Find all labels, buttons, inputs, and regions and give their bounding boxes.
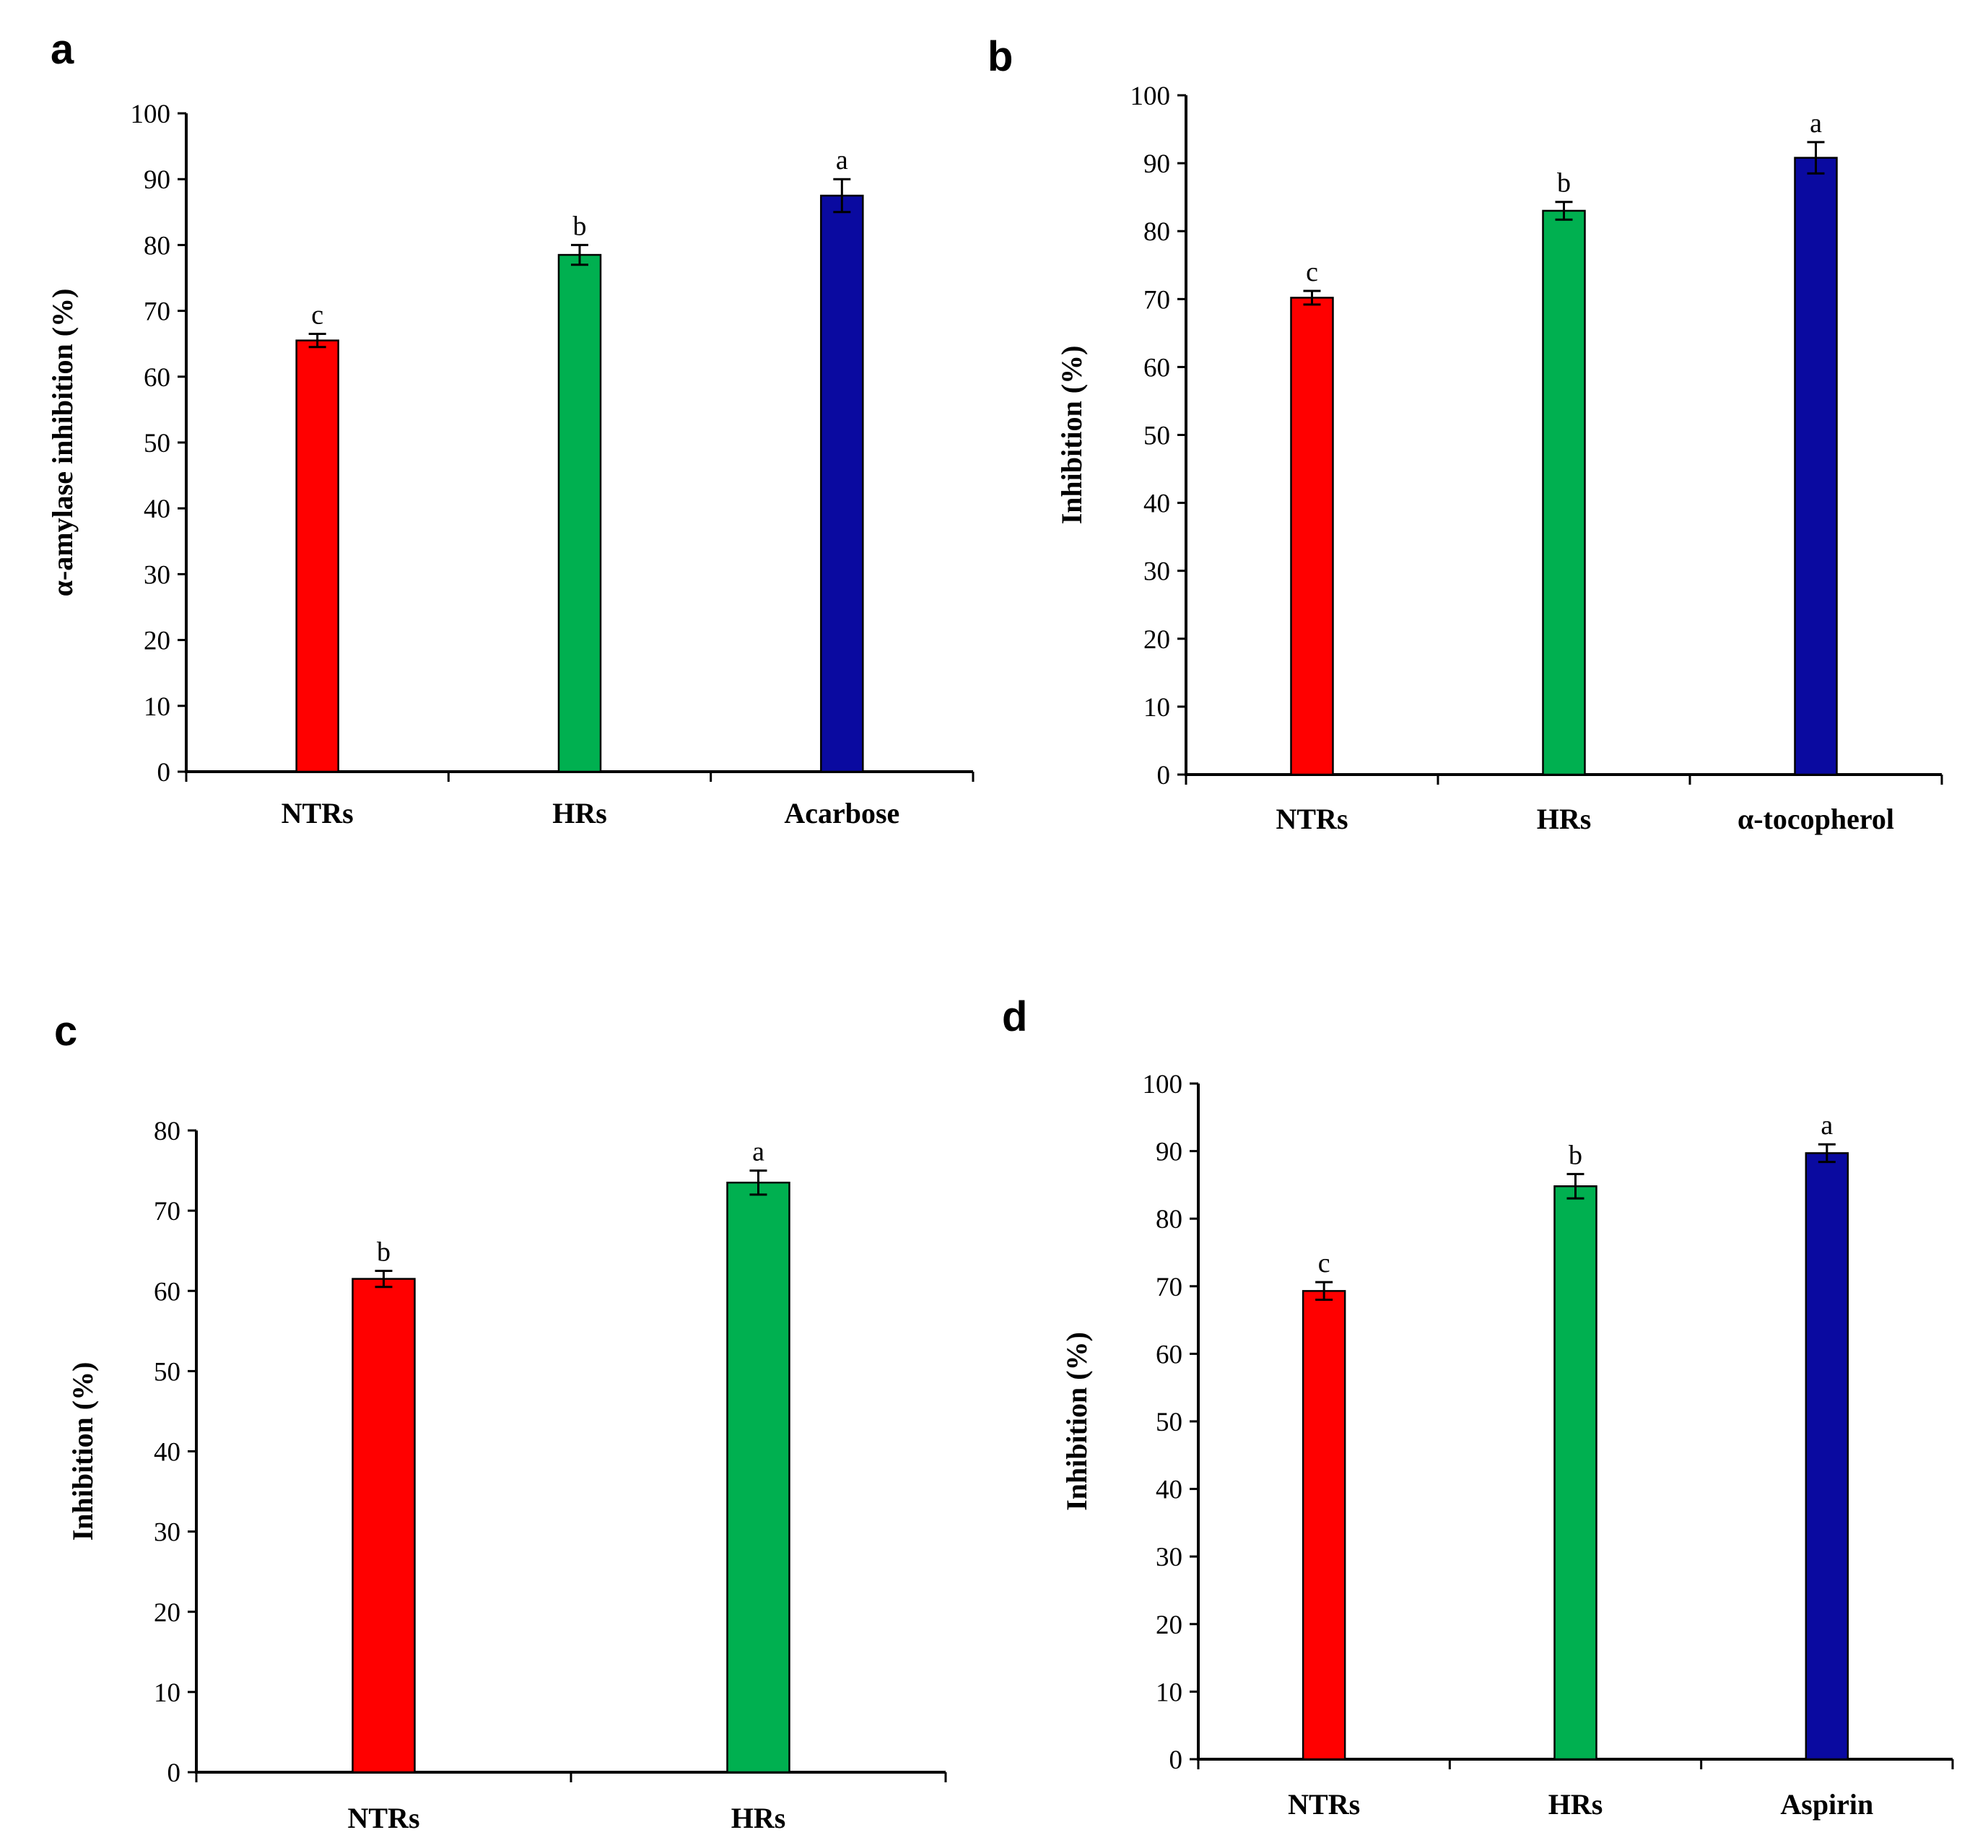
y-tick-label: 90 (1143, 149, 1170, 179)
chart-panel-d: d 0 10 20 30 40 50 60 70 80 90 100 Inhibition (%) c NT… (1002, 993, 1954, 1821)
y-tick-label: 50 (1156, 1408, 1182, 1437)
significance-letter: c (311, 300, 323, 331)
y-tick-label: 40 (154, 1438, 180, 1468)
significance-letter: a (1810, 108, 1822, 139)
significance-letter: b (377, 1237, 391, 1267)
chart-panel-b: b 0 10 20 30 40 50 60 70 80 90 100 Inhibition (%) c NT… (988, 33, 1943, 835)
y-tick-label: 90 (144, 165, 170, 195)
y-tick-label: 60 (144, 363, 170, 393)
y-tick-label: 50 (144, 429, 170, 458)
y-tick-label: 80 (144, 231, 170, 261)
y-tick-label: 10 (1143, 693, 1170, 723)
y-tick-label: 10 (1156, 1678, 1182, 1707)
y-tick-label: 70 (1143, 285, 1170, 315)
chart-panel-c: c 0 10 20 30 40 50 60 70 80 Inhibition (%) b NTRs a HR… (54, 1008, 947, 1834)
bar-HRs (726, 1181, 790, 1774)
x-category-label: NTRs (1276, 803, 1348, 835)
y-tick-label: 40 (144, 494, 170, 524)
significance-letter: a (1821, 1110, 1833, 1141)
y-tick-label: 80 (1143, 217, 1170, 247)
y-tick-label: 100 (131, 100, 171, 129)
x-category-label: HRs (1537, 803, 1592, 835)
bar-NTRs (1290, 297, 1334, 776)
x-category-label: HRs (1548, 1788, 1603, 1821)
y-tick-label: 30 (154, 1518, 180, 1548)
y-tick-label: 60 (1156, 1340, 1182, 1369)
y-tick-label: 20 (1156, 1611, 1182, 1640)
bar-HRs (557, 253, 602, 773)
y-tick-label: 20 (144, 627, 170, 656)
y-tick-label: 30 (1143, 557, 1170, 587)
significance-letter: c (1306, 257, 1318, 287)
x-category-label: NTRs (1288, 1788, 1360, 1821)
y-tick-label: 100 (1143, 1070, 1183, 1099)
y-axis-title: α-amylase inhibition (%) (46, 289, 79, 597)
significance-letter: b (573, 211, 587, 241)
y-tick-label: 20 (1143, 625, 1170, 655)
y-tick-label: 70 (144, 297, 170, 327)
panel-label: b (988, 33, 1013, 80)
y-tick-label: 70 (154, 1197, 180, 1226)
y-tick-label: 60 (154, 1277, 180, 1307)
bar-Aspirin (1805, 1152, 1849, 1761)
y-tick-label: 90 (1156, 1138, 1182, 1167)
bar-NTRs (295, 339, 339, 773)
bar-Acarbose (820, 194, 864, 773)
x-category-label: NTRs (347, 1802, 419, 1834)
y-tick-label: 0 (1157, 761, 1171, 790)
y-tick-label: 100 (1130, 82, 1171, 111)
y-tick-label: 0 (167, 1758, 181, 1788)
y-tick-label: 40 (1143, 489, 1170, 519)
x-category-label: HRs (552, 797, 607, 829)
significance-letter: a (752, 1137, 764, 1167)
y-axis-title: Inhibition (%) (1060, 1332, 1093, 1511)
bar-HRs (1542, 209, 1586, 776)
x-category-label: α-tocopherol (1738, 803, 1894, 835)
y-tick-label: 30 (144, 560, 170, 590)
y-tick-label: 0 (157, 758, 171, 788)
y-tick-label: 0 (1169, 1745, 1183, 1775)
x-category-label: NTRs (282, 797, 354, 829)
y-tick-label: 40 (1156, 1476, 1182, 1505)
x-category-label: HRs (731, 1802, 786, 1834)
y-tick-label: 10 (154, 1678, 180, 1708)
y-tick-label: 60 (1143, 353, 1170, 383)
panel-label: d (1002, 993, 1027, 1040)
significance-letter: a (836, 145, 848, 175)
y-tick-label: 10 (144, 692, 170, 722)
x-category-label: Acarbose (784, 797, 899, 829)
y-tick-label: 50 (154, 1357, 180, 1387)
panel-label: c (54, 1008, 77, 1055)
significance-letter: b (1569, 1140, 1582, 1170)
chart-panel-a: a 0 10 20 30 40 50 60 70 80 90 100 α-amylase inhibit… (46, 26, 975, 829)
y-tick-label: 80 (1156, 1205, 1182, 1234)
y-axis-title: Inhibition (%) (66, 1362, 99, 1541)
y-tick-label: 30 (1156, 1543, 1182, 1572)
y-axis-title: Inhibition (%) (1055, 346, 1088, 525)
y-tick-label: 50 (1143, 422, 1170, 451)
significance-letter: c (1318, 1248, 1330, 1278)
y-tick-label: 20 (154, 1598, 180, 1628)
bar-NTRs (352, 1278, 416, 1774)
x-category-label: Aspirin (1780, 1788, 1873, 1821)
bar-NTRs (1302, 1290, 1346, 1761)
significance-letter: b (1557, 168, 1571, 199)
panel-label: a (51, 26, 74, 73)
bar-α-tocopherol (1794, 157, 1838, 776)
y-tick-label: 70 (1156, 1273, 1182, 1302)
bar-HRs (1553, 1185, 1597, 1761)
y-tick-label: 80 (154, 1117, 180, 1146)
